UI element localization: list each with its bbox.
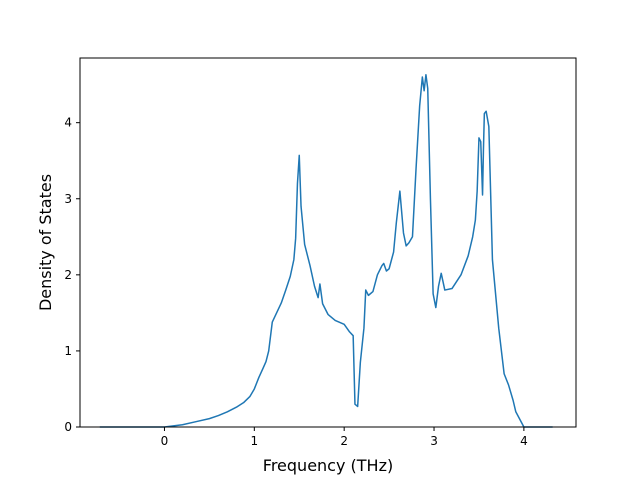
x-tick-label: 2: [340, 434, 348, 448]
y-tick-label: 3: [64, 192, 72, 206]
y-tick-label: 1: [64, 344, 72, 358]
x-tick-label: 0: [161, 434, 169, 448]
x-tick-label: 1: [250, 434, 258, 448]
x-tick-label: 3: [430, 434, 438, 448]
x-axis: 0 1 2 3 4: [161, 427, 528, 448]
y-axis-label: Density of States: [36, 174, 55, 311]
y-tick-label: 4: [64, 116, 72, 130]
y-axis: 0 1 2 3 4: [64, 116, 80, 434]
y-tick-label: 2: [64, 268, 72, 282]
y-tick-label: 0: [64, 420, 72, 434]
x-tick-label: 4: [520, 434, 528, 448]
axes-frame: [79, 57, 577, 428]
x-axis-label: Frequency (THz): [263, 456, 393, 475]
plot-area: [99, 73, 553, 428]
dos-series-line-0: [99, 73, 553, 428]
